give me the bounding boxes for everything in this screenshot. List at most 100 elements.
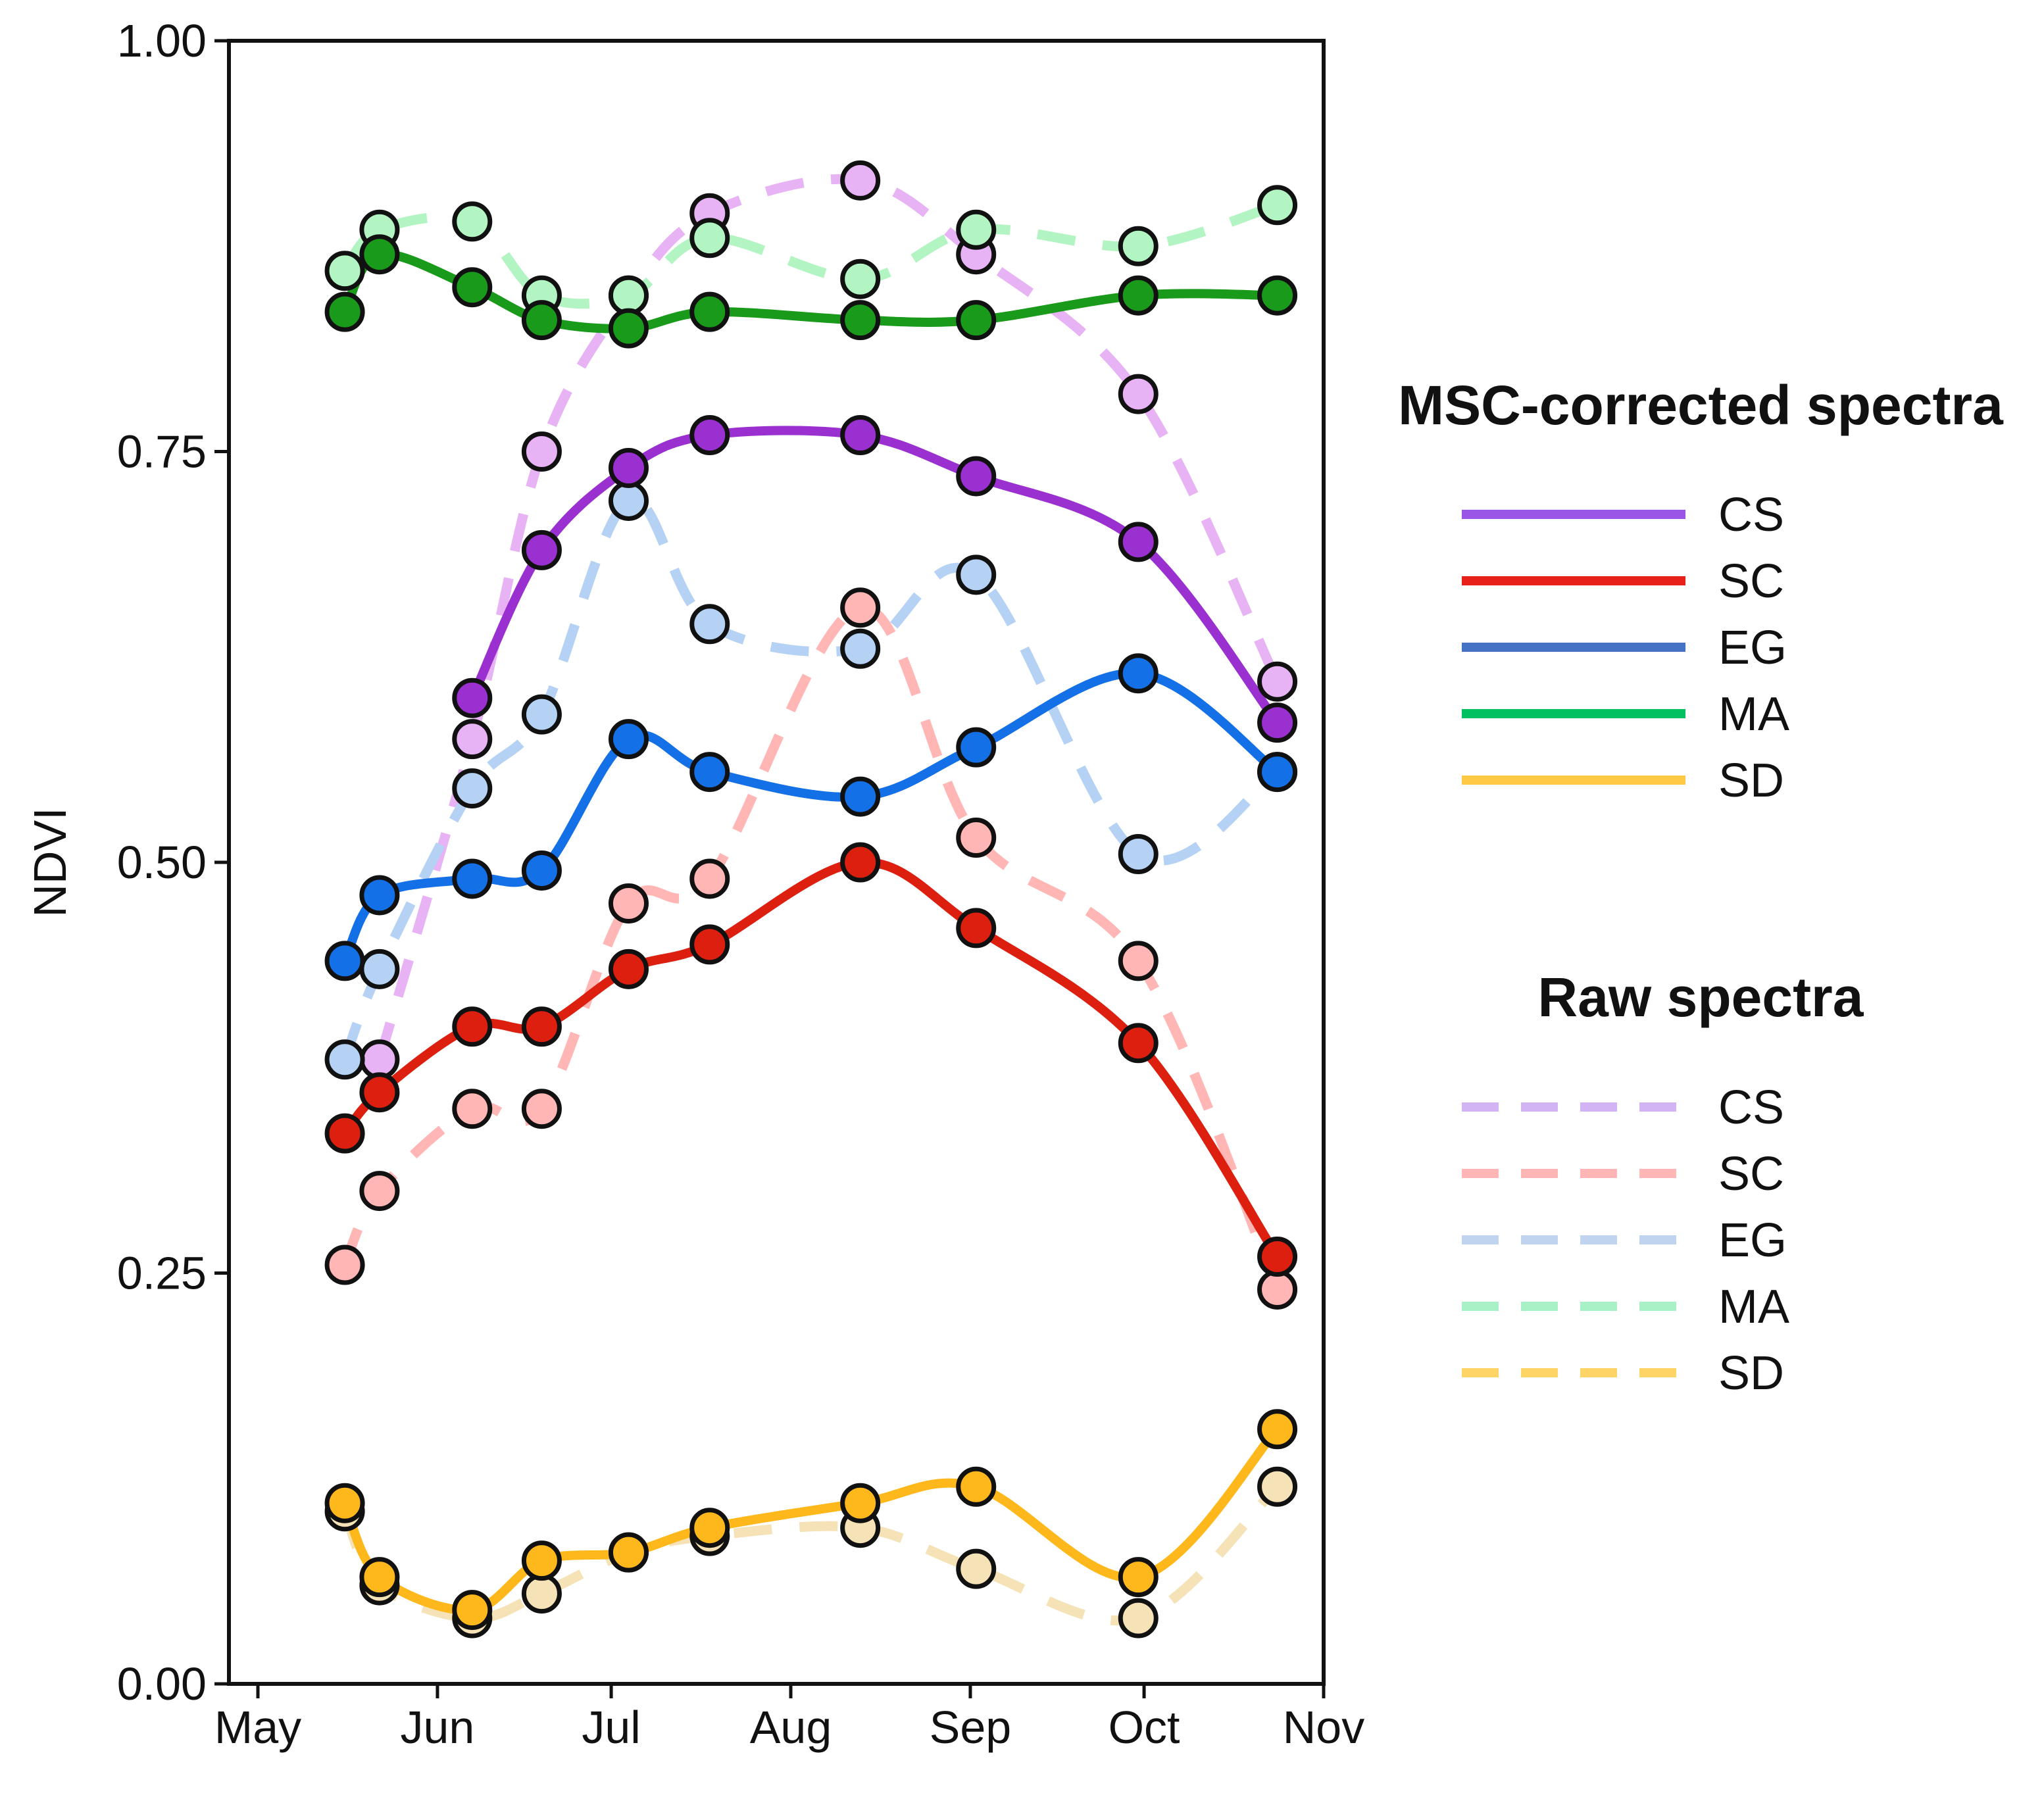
legend-label-ma: MA [1718, 1281, 1789, 1333]
data-point-sd-msc [521, 1540, 562, 1581]
data-point-ma-raw [324, 251, 365, 291]
legend-label-sd: SD [1718, 754, 1784, 807]
legend-title: Raw spectra [1538, 966, 1864, 1028]
data-point-sc-raw [1257, 1269, 1298, 1310]
data-point-eg-raw [324, 1039, 365, 1080]
data-point-cs-msc [956, 456, 997, 497]
data-point-sc-msc [1118, 1023, 1159, 1064]
data-point-sc-msc [521, 1006, 562, 1047]
data-point-ma-raw [956, 209, 997, 250]
data-point-ma-msc [324, 291, 365, 332]
y-tick-label: 1.00 [117, 15, 207, 66]
data-point-sc-msc [452, 1006, 493, 1047]
data-point-sd-msc [689, 1508, 730, 1548]
data-point-ma-raw [689, 218, 730, 258]
data-point-ma-msc [359, 234, 400, 275]
data-point-sc-msc [1257, 1237, 1298, 1277]
data-point-sd-msc [608, 1532, 649, 1573]
data-point-sd-msc [1257, 1409, 1298, 1450]
y-tick-label: 0.25 [117, 1248, 207, 1299]
data-point-ma-msc [956, 300, 997, 341]
data-point-cs-msc [840, 415, 881, 456]
data-point-sd-msc [956, 1466, 997, 1507]
series-points [324, 160, 1298, 1638]
legend-label-ma: MA [1718, 688, 1789, 741]
data-point-ma-raw [452, 201, 493, 242]
data-point-eg-raw [608, 480, 649, 521]
data-point-eg-msc [608, 719, 649, 760]
x-axis: May Jun Jul Aug Sep Oct Nov [214, 1684, 1364, 1753]
data-point-cs-msc [452, 677, 493, 718]
legend-label-cs: CS [1718, 1081, 1784, 1134]
x-tick-label: Oct [1109, 1702, 1180, 1753]
data-point-sc-msc [840, 842, 881, 883]
data-point-eg-msc [1257, 752, 1298, 793]
data-point-sc-msc [359, 1072, 400, 1113]
y-tick-label: 0.75 [117, 426, 207, 478]
legend-title: MSC-corrected spectra [1398, 374, 2004, 436]
data-point-sd-raw [956, 1548, 997, 1589]
data-point-ma-msc [1118, 275, 1159, 316]
data-point-eg-raw [689, 604, 730, 645]
data-point-eg-raw [452, 768, 493, 809]
legend-label-cs: CS [1718, 489, 1784, 541]
data-point-eg-raw [840, 628, 881, 669]
legend-label-eg: EG [1718, 1214, 1787, 1267]
x-tick-label: Sep [930, 1702, 1012, 1753]
data-point-eg-msc [452, 858, 493, 899]
series-line-eg-raw [340, 495, 1280, 1062]
x-tick-label: Aug [750, 1702, 832, 1753]
x-tick-label: Nov [1283, 1702, 1364, 1753]
data-point-cs-raw [1118, 374, 1159, 414]
series-line-sd-raw [340, 1483, 1281, 1626]
data-point-eg-msc [689, 752, 730, 793]
data-point-eg-raw [359, 948, 400, 989]
data-point-sd-msc [1118, 1557, 1159, 1598]
data-point-ma-msc [452, 267, 493, 308]
legend-label-sc: SC [1718, 1148, 1784, 1200]
data-point-cs-msc [1118, 522, 1159, 562]
x-tick-label: May [214, 1702, 301, 1753]
y-axis-title: NDVI [24, 807, 76, 917]
data-point-sc-raw [689, 858, 730, 899]
data-point-eg-msc [359, 875, 400, 916]
data-point-eg-raw [956, 554, 997, 595]
data-point-sc-raw [956, 818, 997, 858]
data-point-sd-msc [324, 1483, 365, 1523]
data-point-eg-msc [1118, 653, 1159, 694]
data-point-sc-msc [689, 924, 730, 965]
data-point-sd-msc [452, 1590, 493, 1631]
data-point-ma-raw [1257, 185, 1298, 226]
data-point-eg-msc [324, 941, 365, 981]
data-point-sc-raw [324, 1244, 365, 1285]
plot-frame [227, 39, 1326, 1686]
data-point-ma-msc [689, 291, 730, 332]
data-point-ma-raw [1118, 226, 1159, 266]
y-tick-label: 0.50 [117, 837, 207, 888]
data-point-cs-msc [521, 529, 562, 570]
data-point-cs-raw [452, 719, 493, 760]
data-point-sd-msc [840, 1483, 881, 1523]
data-point-sc-raw [452, 1089, 493, 1129]
data-point-sc-raw [521, 1089, 562, 1129]
data-point-sc-raw [608, 883, 649, 923]
legend-label-sd: SD [1718, 1347, 1784, 1400]
data-point-sc-raw [840, 587, 881, 628]
data-point-ma-msc [1257, 275, 1298, 316]
y-axis: 0.00 0.25 0.50 0.75 1.00 [117, 15, 229, 1710]
data-point-cs-msc [608, 447, 649, 488]
data-point-sc-msc [324, 1113, 365, 1154]
data-point-sc-raw [1118, 941, 1159, 981]
data-point-sc-msc [608, 948, 649, 989]
data-point-eg-raw [521, 694, 562, 735]
data-point-cs-raw [1257, 661, 1298, 702]
x-tick-label: Jun [401, 1702, 475, 1753]
data-point-ma-msc [608, 308, 649, 349]
legend: MSC-corrected spectra CS SC EG MA SD Raw spect… [1398, 374, 2004, 1400]
data-point-eg-raw [1118, 834, 1159, 875]
legend-label-sc: SC [1718, 555, 1784, 608]
data-point-cs-msc [689, 415, 730, 456]
data-point-ma-msc [521, 300, 562, 341]
data-point-cs-msc [1257, 702, 1298, 743]
